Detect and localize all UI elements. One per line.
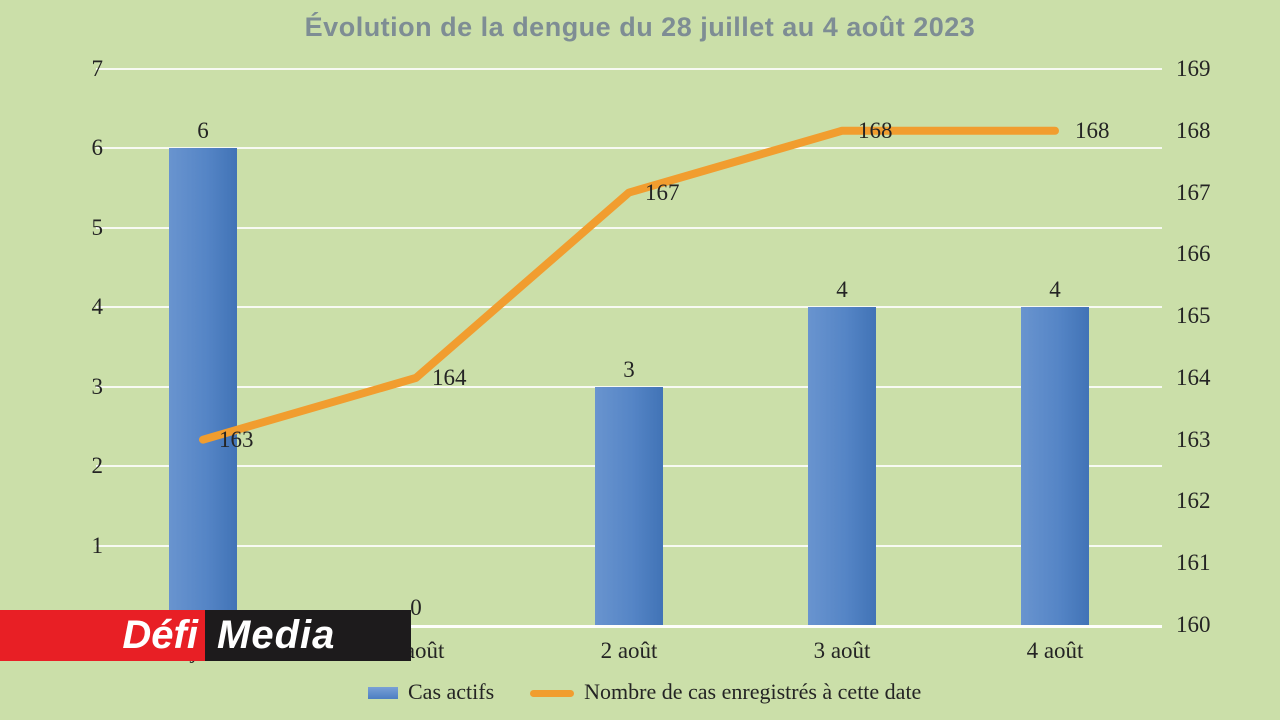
x-axis-line	[96, 625, 1162, 628]
right-axis-tick-label: 165	[1176, 303, 1211, 329]
legend-line-swatch-icon	[530, 689, 575, 697]
left-axis-tick-label: 7	[91, 55, 104, 81]
right-axis-tick-label: 169	[1176, 55, 1211, 81]
chart-title: Évolution de la dengue du 28 juillet au …	[304, 12, 976, 42]
bar-data-label: 4	[836, 277, 848, 302]
left-axis-tick-label: 5	[91, 214, 104, 240]
legend: Cas actifs Nombre de cas enregistrés à c…	[368, 678, 921, 706]
logo-defi-block: Défi	[0, 610, 205, 661]
bar-data-label: 6	[197, 118, 209, 143]
left-axis-tick-label: 6	[91, 135, 104, 160]
right-axis-tick-label: 163	[1176, 426, 1211, 452]
right-axis-tick-label: 162	[1176, 488, 1211, 514]
left-axis-tick-label: 2	[91, 453, 104, 478]
bar-data-label: 0	[410, 595, 422, 620]
bar-data-label: 3	[623, 356, 635, 382]
legend-bar-swatch-icon	[368, 687, 398, 699]
right-axis-tick-label: 167	[1176, 179, 1211, 205]
line-data-label: 167	[645, 179, 680, 205]
gridline	[96, 147, 1162, 149]
bar-cas-actifs	[808, 307, 876, 625]
left-axis-tick-label: 3	[91, 373, 104, 399]
right-axis-tick-label: 166	[1176, 241, 1211, 267]
right-axis-tick-label: 160	[1176, 612, 1211, 637]
gridline	[96, 67, 1162, 70]
x-axis-category-label: 2 août	[600, 638, 658, 663]
defi-media-logo: Défi Media	[0, 610, 411, 661]
right-axis-tick-label: 168	[1176, 117, 1211, 143]
right-axis-tick-label: 161	[1176, 550, 1211, 576]
bar-data-label: 4	[1049, 277, 1061, 302]
line-data-label: 168	[858, 117, 893, 143]
gridline	[96, 226, 1162, 229]
left-axis-tick-label: 1	[91, 532, 104, 558]
x-axis-category-label: 4 août	[1026, 638, 1084, 663]
bar-cas-actifs	[169, 148, 237, 625]
line-data-label: 168	[1075, 117, 1110, 143]
legend-label-nombre-cas: Nombre de cas enregistrés à cette date	[584, 679, 922, 704]
x-axis-category-label: 3 août	[813, 638, 871, 663]
right-axis-tick-label: 164	[1176, 364, 1211, 390]
line-data-label: 163	[219, 426, 254, 452]
bar-cas-actifs	[1021, 307, 1089, 625]
line-data-label: 164	[432, 364, 467, 390]
bar-cas-actifs	[595, 386, 663, 625]
legend-label-cas-actifs: Cas actifs	[408, 679, 495, 704]
line-nombre-de-cas	[199, 126, 1059, 444]
gridline	[96, 306, 1162, 308]
left-axis-tick-label: 4	[91, 294, 104, 319]
logo-media-block: Media	[205, 610, 411, 661]
